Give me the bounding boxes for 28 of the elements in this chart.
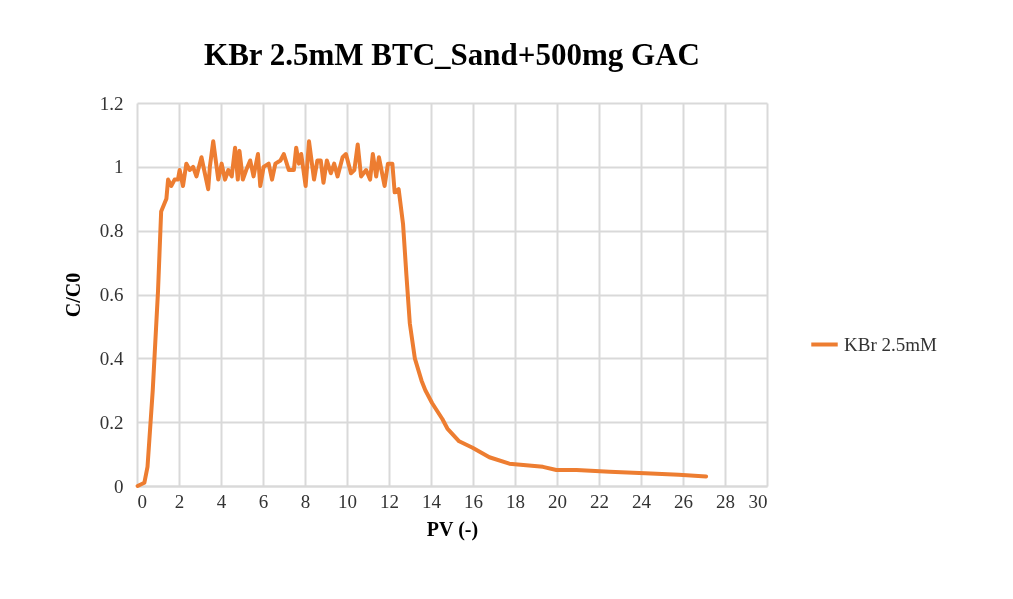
x-tick-label: 6: [258, 490, 269, 512]
y-tick-label: 0: [114, 475, 124, 497]
x-tick-label: 14: [422, 490, 442, 512]
x-tick-label: 20: [548, 490, 567, 512]
y-tick-label: 0.4: [99, 347, 124, 369]
y-tick-label: 0.8: [99, 220, 124, 242]
x-tick-label: 16: [464, 490, 483, 512]
x-tick-label: 8: [300, 490, 311, 512]
x-tick-label: 2: [174, 490, 185, 512]
x-tick-label: 12: [380, 490, 399, 512]
x-tick-label: 22: [590, 490, 609, 512]
y-tick-label: 1.2: [99, 92, 124, 114]
y-tick-label: 0.2: [99, 411, 124, 433]
x-tick-label: 18: [506, 490, 525, 512]
x-tick-label: 10: [338, 490, 357, 512]
line-series: [135, 139, 709, 488]
x-tick-label: 28: [716, 490, 735, 512]
y-axis-title: C/C0: [61, 272, 84, 318]
legend-label: KBr 2.5mM: [844, 333, 937, 355]
chart-title: KBr 2.5mM BTC_Sand+500mg GAC: [204, 37, 700, 72]
x-tick-label: 4: [216, 490, 227, 512]
y-tick-label: 1: [114, 156, 124, 178]
x-tick-label: 26: [674, 490, 693, 512]
x-axis-title: PV (-): [426, 517, 479, 541]
x-tick-label: 0: [137, 490, 147, 512]
x-tick-label: 24: [632, 490, 652, 512]
x-tick-label: 30: [748, 490, 768, 512]
y-tick-label: 0.6: [99, 284, 124, 305]
